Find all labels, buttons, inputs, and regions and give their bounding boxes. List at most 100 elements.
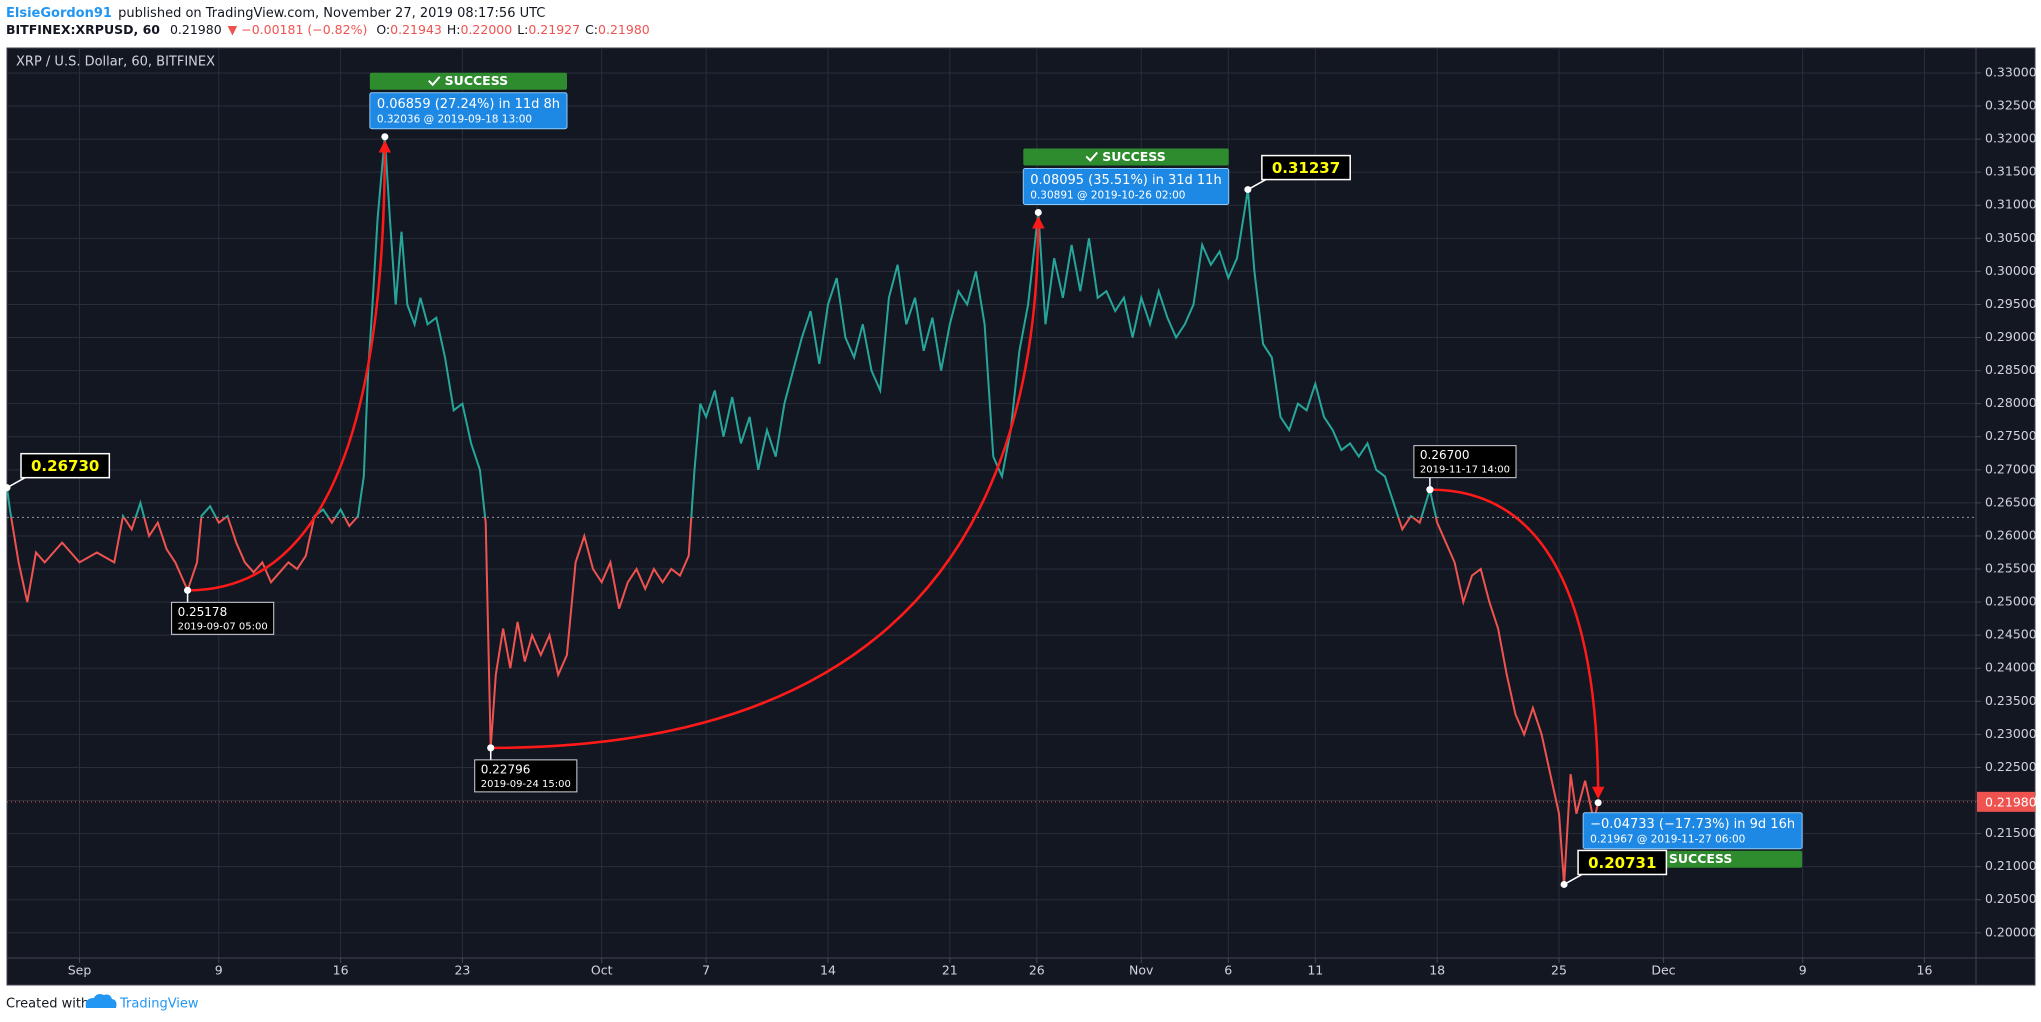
x-tick-label: Dec — [1651, 963, 1675, 978]
callout-label: 0.25178 — [178, 605, 228, 619]
projection-box — [1582, 812, 1803, 850]
x-tick-label: 11 — [1307, 963, 1323, 978]
y-tick-label: 0.26500 — [1985, 494, 2037, 509]
callout-box — [474, 759, 578, 793]
y-tick-label: 0.30000 — [1985, 263, 2037, 278]
published: published on TradingView.com, November 2… — [118, 6, 545, 21]
y-tick-label: 0.25500 — [1985, 561, 2037, 576]
x-tick-label: 25 — [1551, 963, 1567, 978]
y-tick-label: 0.30500 — [1985, 230, 2037, 245]
last-price: 0.21980 — [170, 22, 222, 37]
callout-label: 0.26730 — [31, 457, 99, 475]
status-bar — [369, 72, 568, 90]
status-label: SUCCESS — [445, 73, 508, 88]
x-tick-label: 7 — [702, 963, 710, 978]
footer-brand[interactable]: TradingView — [119, 997, 199, 1012]
y-tick-label: 0.20500 — [1985, 891, 2037, 906]
y-tick-label: 0.23000 — [1985, 726, 2037, 741]
projection-target: 0.30891 @ 2019-10-26 02:00 — [1030, 189, 1185, 201]
projection-change: 0.06859 (27.24%) in 11d 8h — [377, 97, 560, 112]
y-tick-label: 0.21500 — [1985, 825, 2037, 840]
callout-box — [1413, 445, 1517, 479]
callout-sublabel: 2019-09-24 15:00 — [481, 779, 571, 790]
author[interactable]: ElsieGordon91 — [6, 6, 112, 21]
status-bar — [1023, 148, 1229, 166]
x-tick-label: 6 — [1224, 963, 1232, 978]
last-price-label: 0.21980 — [1985, 794, 2037, 809]
projection-change: 0.08095 (35.51%) in 31d 11h — [1030, 173, 1221, 188]
callout-label: 0.22796 — [481, 762, 531, 776]
projection-target: 0.32036 @ 2019-09-18 13:00 — [377, 114, 532, 126]
callout-box — [1261, 154, 1351, 181]
x-tick-label: Sep — [68, 963, 92, 978]
footer-text: Created with — [6, 997, 89, 1012]
plot — [6, 48, 1976, 958]
ohlc-value: 0.21980 — [598, 22, 650, 37]
ohlc-value: 0.22000 — [460, 22, 512, 37]
y-tick-label: 0.21000 — [1985, 858, 2037, 873]
status-label: SUCCESS — [1669, 851, 1732, 866]
ohlc-label: H: — [447, 22, 461, 37]
y-tick-label: 0.29000 — [1985, 329, 2037, 344]
y-tick-label: 0.26000 — [1985, 527, 2037, 542]
callout-box — [171, 601, 275, 635]
header-line-1: ElsieGordon91 published on TradingView.c… — [6, 6, 545, 21]
y-tick-label: 0.29500 — [1985, 296, 2037, 311]
callout-label: 0.26700 — [1420, 448, 1470, 462]
ohlc-value: 0.21943 — [390, 22, 442, 37]
x-tick-label: 16 — [333, 963, 349, 978]
last-price-box — [1977, 791, 2035, 812]
price-line — [6, 136, 1601, 885]
projection-arc — [490, 215, 1045, 750]
x-tick-label: 16 — [1917, 963, 1933, 978]
projection-target: 0.21967 @ 2019-11-27 06:00 — [1590, 834, 1745, 846]
projection-end — [1594, 799, 1602, 807]
y-tick-label: 0.31000 — [1985, 197, 2037, 212]
x-tick-label: 18 — [1429, 963, 1445, 978]
x-tick-label: 9 — [1799, 963, 1807, 978]
x-tick-label: 26 — [1029, 963, 1045, 978]
projection-box — [1022, 167, 1230, 205]
x-tick-label: 23 — [454, 963, 470, 978]
status-label: SUCCESS — [1102, 149, 1165, 164]
callout-pointer — [1247, 178, 1267, 191]
change: ▼ −0.00181 (−0.82%) — [228, 22, 368, 37]
callout-box — [1577, 849, 1668, 876]
callout-label: 0.31237 — [1272, 159, 1340, 177]
y-tick-label: 0.24000 — [1985, 660, 2037, 675]
y-tick-label: 0.31500 — [1985, 164, 2037, 179]
projection-end — [1034, 208, 1042, 216]
footer-logo — [85, 994, 117, 1008]
y-tick-label: 0.23500 — [1985, 693, 2037, 708]
ohlc-value: 0.21927 — [528, 22, 580, 37]
x-tick-label: 21 — [942, 963, 958, 978]
projection-change: −0.04733 (−17.73%) in 9d 16h — [1590, 817, 1795, 832]
y-tick-label: 0.32500 — [1985, 98, 2037, 113]
callout-label: 0.20731 — [1588, 854, 1656, 872]
y-tick-label: 0.20000 — [1985, 924, 2037, 939]
x-tick-label: Nov — [1129, 963, 1154, 978]
callout-box — [20, 452, 111, 479]
header-line-2: BITFINEX:XRPUSD, 60 0.21980 ▼ −0.00181 (… — [6, 22, 650, 37]
ohlc-label: L: — [517, 22, 528, 37]
y-tick-label: 0.27000 — [1985, 461, 2037, 476]
y-tick-label: 0.33000 — [1985, 64, 2037, 79]
projection-arc — [187, 140, 392, 592]
x-tick-label: 9 — [215, 963, 223, 978]
x-tick-label: Oct — [591, 963, 613, 978]
chart-legend: XRP / U.S. Dollar, 60, BITFINEX — [16, 55, 215, 70]
callout-sublabel: 2019-11-17 14:00 — [1420, 465, 1510, 476]
projection-arc — [1429, 488, 1605, 800]
y-tick-label: 0.22500 — [1985, 759, 2037, 774]
y-tick-label: 0.27500 — [1985, 428, 2037, 443]
y-tick-label: 0.25000 — [1985, 594, 2037, 609]
ohlc-label: C: — [585, 22, 598, 37]
projection-end — [381, 133, 389, 141]
y-tick-label: 0.32000 — [1985, 131, 2037, 146]
status-check — [1085, 151, 1099, 162]
y-tick-label: 0.28500 — [1985, 362, 2037, 377]
callout-pointer — [6, 477, 26, 489]
y-tick-label: 0.24500 — [1985, 627, 2037, 642]
